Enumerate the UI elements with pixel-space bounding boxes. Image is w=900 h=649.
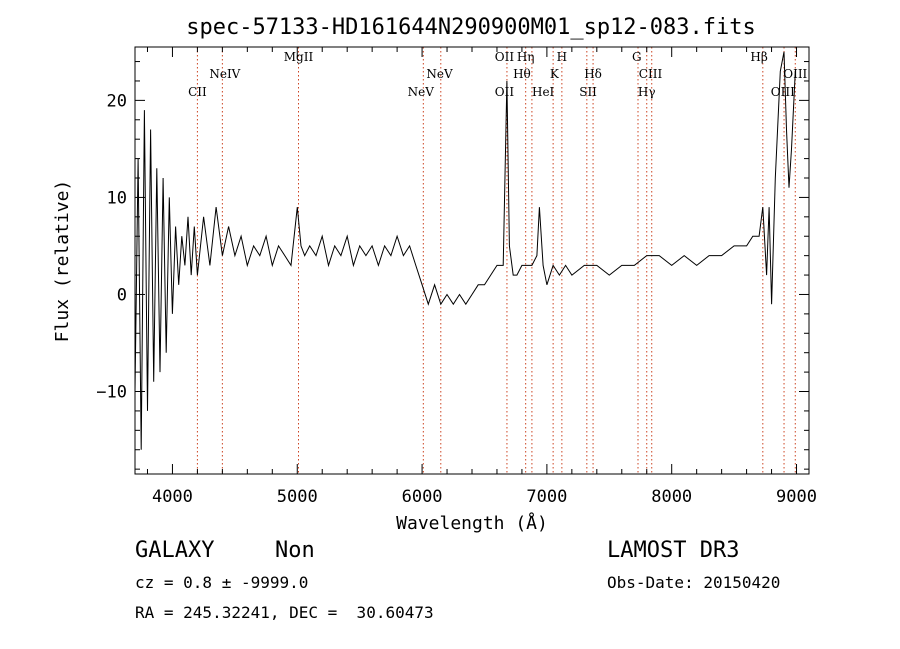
x-tick-label: 8000: [651, 487, 692, 507]
y-tick-label: 0: [117, 285, 127, 305]
line-label: CII: [188, 85, 207, 99]
plot-frame: [134, 46, 810, 475]
spectrum-line: [134, 51, 796, 450]
redshift-readout: cz = 0.8 ± -9999.0: [135, 573, 309, 592]
x-axis-ticks: 4000 5000 6000 7000 8000 9000: [146, 47, 817, 507]
y-tick-label: 10: [107, 188, 127, 208]
x-tick-label: 6000: [402, 487, 443, 507]
obs-date: Obs-Date: 20150420: [607, 573, 781, 592]
line-label: OIII: [771, 85, 795, 99]
x-axis-label: Wavelength (Å): [396, 512, 548, 534]
coordinates-readout: RA = 245.32241, DEC = 30.60473: [135, 603, 434, 622]
line-label: Hη: [517, 50, 535, 64]
line-label: Hθ: [513, 67, 531, 81]
line-label: Hγ: [638, 85, 656, 99]
y-axis-ticks: −10 0 10 20: [96, 61, 809, 470]
y-tick-label: −10: [96, 383, 127, 403]
line-label: NeV: [408, 85, 435, 99]
line-label: H: [557, 50, 567, 64]
line-label: OII: [495, 85, 515, 99]
line-label: K: [550, 67, 560, 81]
chart-title: spec-57133-HD161644N290900M01_sp12-083.f…: [186, 15, 756, 40]
object-subclass: Non: [275, 538, 315, 563]
line-label: Hβ: [750, 50, 767, 64]
line-label: CIII: [639, 67, 663, 81]
y-tick-label: 20: [107, 91, 127, 111]
x-tick-label: 4000: [152, 487, 193, 507]
line-label: G: [632, 50, 642, 64]
line-label: SII: [579, 85, 597, 99]
line-label: HeI: [532, 85, 555, 99]
x-tick-label: 5000: [277, 487, 318, 507]
x-tick-label: 7000: [526, 487, 567, 507]
object-class: GALAXY: [135, 538, 215, 563]
line-label: NeV: [426, 67, 453, 81]
line-labels: CIINeIVMgIINeVNeVOIIOIIHηHθHeIHKSIIHδGCI…: [188, 50, 807, 99]
line-label: OII: [495, 50, 515, 64]
y-axis-label: Flux (relative): [52, 180, 73, 343]
survey-name: LAMOST DR3: [607, 538, 740, 563]
line-label: NeIV: [209, 67, 240, 81]
x-tick-label: 9000: [776, 487, 817, 507]
line-markers: [196, 47, 796, 474]
line-label: MgII: [284, 50, 314, 64]
line-label: Hδ: [584, 67, 602, 81]
